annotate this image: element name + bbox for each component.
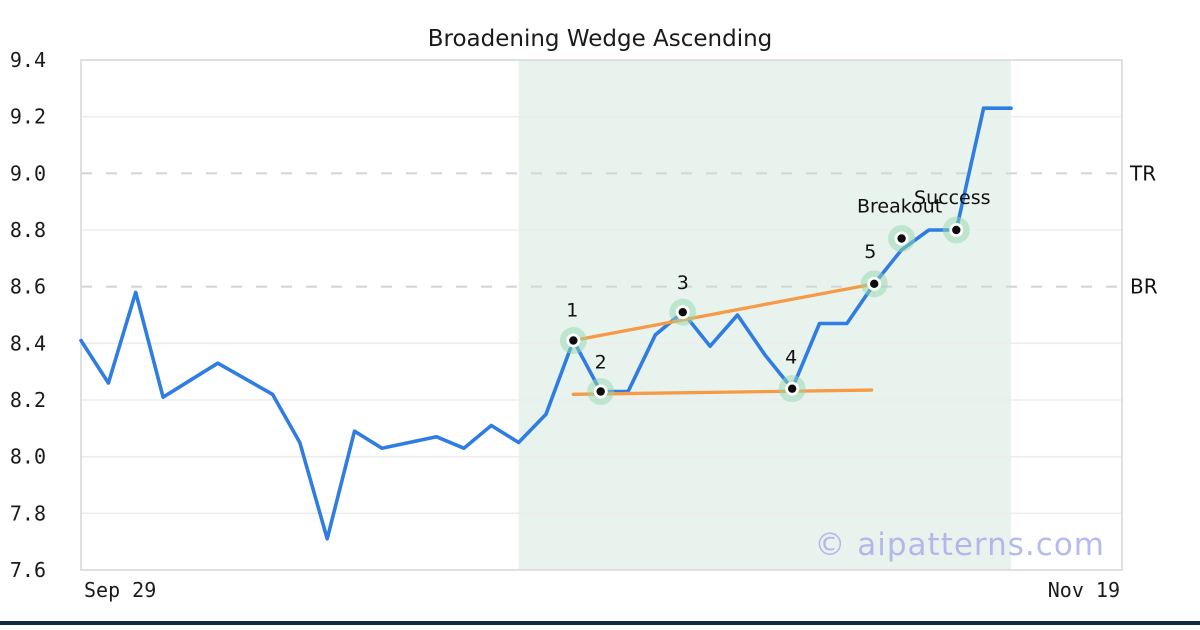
y-tick-label: 9.4 [10,48,46,72]
price-line [79,106,1013,541]
pattern-point-success-dot [952,225,961,235]
y-tick-label: 8.8 [10,218,46,242]
y-tick-label: 9.2 [10,105,46,129]
level-label-br: BR [1130,275,1158,299]
upper-trendline [571,282,876,343]
y-tick-label: 7.6 [10,558,46,582]
y-tick-label: 8.4 [10,331,46,355]
pattern-point-3-dot [678,307,687,317]
lower-trendline [571,388,874,396]
pattern-shaded-band [518,60,1011,570]
pattern-point-2-dot [596,387,605,396]
pattern-point-breakout-label: Breakout [857,196,942,218]
pattern-point-1-label: 1 [566,300,578,322]
level-label-tr: TR [1129,161,1156,185]
x-tick-label: Nov 19 [1048,578,1120,602]
bottom-accent-bar [0,621,1200,625]
pattern-point-success-label: Success [914,187,990,209]
pattern-point-2-label: 2 [595,352,607,374]
y-tick-label: 7.8 [10,501,46,525]
plot-border [80,59,1123,571]
chart-title: Broadening Wedge Ascending [427,26,773,52]
pattern-point-3-label: 3 [677,272,689,294]
watermark: © aipatterns.com [814,527,1105,563]
y-tick-label: 8.2 [10,388,46,412]
y-tick-label: 9.0 [10,161,46,185]
y-tick-label: 8.6 [10,275,46,299]
x-tick-label: Sep 29 [84,578,156,602]
pattern-point-4-label: 4 [785,347,797,369]
pattern-point-4-dot [787,384,797,393]
pattern-point-5-label: 5 [864,241,876,263]
pattern-point-5-dot [870,279,879,289]
pattern-point-breakout-dot [897,234,906,243]
y-tick-label: 8.0 [10,445,46,469]
pattern-point-1-dot [569,336,578,345]
